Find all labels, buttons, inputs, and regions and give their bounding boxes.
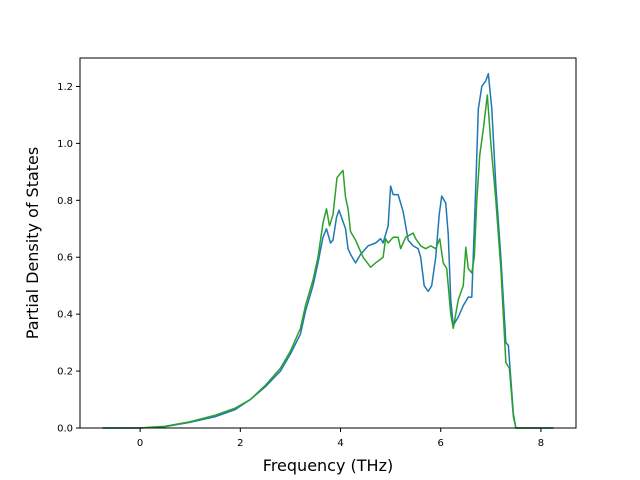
x-tick-label: 0	[137, 438, 143, 449]
y-axis-label: Partial Density of States	[23, 147, 42, 339]
x-tick-label: 8	[538, 438, 544, 449]
plot-frame	[79, 57, 577, 429]
y-tick-label: 0.0	[57, 424, 73, 435]
ticks-layer: 0 2 4 6 8 0.0 0.2 0.4 0.6 0.8 1.0 1.2	[57, 82, 544, 449]
x-tick-label: 2	[237, 438, 243, 449]
y-tick-label: 0.2	[57, 367, 73, 378]
y-tick-label: 1.0	[57, 139, 73, 150]
y-tick-label: 0.8	[57, 196, 73, 207]
series-line-2	[102, 94, 554, 429]
x-tick-label: 4	[337, 438, 343, 449]
x-tick-label: 6	[438, 438, 444, 449]
y-tick-label: 1.2	[57, 82, 73, 93]
y-tick-label: 0.4	[57, 310, 73, 321]
series-layer	[102, 72, 554, 429]
series-line-1	[102, 72, 554, 429]
x-axis-label: Frequency (THz)	[263, 456, 393, 475]
y-tick-label: 0.6	[57, 253, 73, 264]
